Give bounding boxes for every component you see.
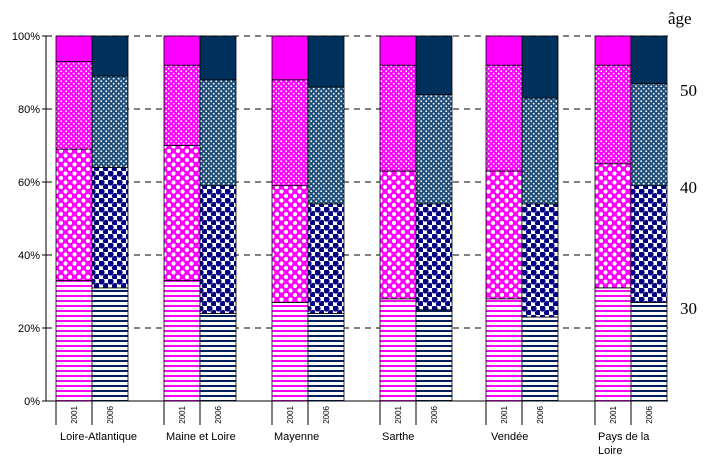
bar-segment (594, 163, 632, 289)
right-axis-tick-label: 40 (680, 178, 697, 197)
bar-segment (307, 312, 345, 402)
bar-segment (594, 35, 632, 66)
group-label: Vendée (491, 431, 528, 443)
bar-segment (485, 64, 523, 172)
y-tick-label: 80% (18, 104, 40, 116)
group-label: Maine et Loire (166, 431, 236, 443)
bar-segment (271, 302, 309, 402)
y-tick-label: 20% (18, 323, 40, 335)
bar-segment (271, 185, 309, 303)
bar-segment (630, 35, 668, 84)
bar-segment (415, 309, 453, 402)
bar-segment (91, 287, 129, 402)
bar-segment (163, 280, 201, 402)
bar-segment (594, 287, 632, 402)
year-tick-label: 2001 (394, 405, 403, 423)
bar-segment (521, 316, 559, 402)
bar-segment (594, 64, 632, 165)
year-tick-label: 2001 (609, 405, 618, 423)
bar-segment (91, 75, 129, 168)
year-tick-label: 2006 (322, 405, 331, 423)
year-tick-label: 2001 (500, 405, 509, 423)
group-label: Sarthe (382, 431, 414, 443)
bar-segment (630, 185, 668, 303)
bar-segment (379, 298, 417, 402)
bar-segment (630, 83, 668, 187)
bar-segment (415, 203, 453, 311)
y-tick-label: 60% (18, 177, 40, 189)
bar-segment (199, 35, 237, 81)
bar-segment (379, 64, 417, 172)
year-tick-label: 2006 (214, 405, 223, 423)
axes (42, 35, 668, 425)
bar-segment (307, 35, 345, 88)
bar-segment (163, 35, 201, 66)
year-tick-label: 2001 (178, 405, 187, 423)
bar-segment (55, 280, 93, 402)
bar-segment (199, 312, 237, 402)
year-tick-label: 2006 (430, 405, 439, 423)
bar-segment (521, 35, 559, 99)
bar-segment (163, 145, 201, 281)
grid-lines (46, 35, 668, 329)
bar-segment (379, 35, 417, 66)
year-tick-label: 2006 (536, 405, 545, 423)
right-axis-tick-label: 50 (680, 81, 697, 100)
right-axis-title: âge (668, 9, 692, 28)
bar-segment (55, 61, 93, 150)
year-tick-label: 2001 (70, 405, 79, 423)
group-label: Mayenne (274, 431, 319, 443)
bars (55, 35, 668, 402)
bar-segment (415, 35, 453, 95)
bar-segment (163, 64, 201, 146)
bar-segment (485, 298, 523, 402)
bar-segment (307, 86, 345, 205)
bar-segment (307, 203, 345, 314)
bar-segment (91, 166, 129, 289)
bar-segment (91, 35, 129, 77)
bar-segment (199, 185, 237, 314)
y-tick-label: 40% (18, 250, 40, 262)
bar-segment (521, 203, 559, 318)
bar-segment (271, 35, 309, 81)
bar-segment (485, 35, 523, 66)
y-tick-label: 100% (12, 31, 40, 43)
group-label-line2: Loire (598, 445, 622, 457)
bar-segment (379, 170, 417, 300)
bar-segment (521, 97, 559, 205)
labels: 0% 20% 40% 60% 80% 100% 2001 2006 2001 2006 2001 20… (12, 9, 697, 457)
year-tick-label: 2001 (286, 405, 295, 423)
bar-segment (415, 94, 453, 205)
bar-segment (630, 302, 668, 402)
right-axis-tick-label: 30 (680, 299, 697, 318)
y-tick-label: 0% (24, 396, 40, 408)
group-label: Pays de la (598, 431, 650, 443)
bar-segment (55, 35, 93, 62)
group-label: Loire-Atlantique (60, 431, 137, 443)
year-tick-label: 2006 (645, 405, 654, 423)
bar-segment (485, 170, 523, 300)
bar-segment (271, 79, 309, 187)
bar-segment (55, 148, 93, 281)
bar-segment (199, 79, 237, 187)
year-tick-label: 2006 (106, 405, 115, 423)
